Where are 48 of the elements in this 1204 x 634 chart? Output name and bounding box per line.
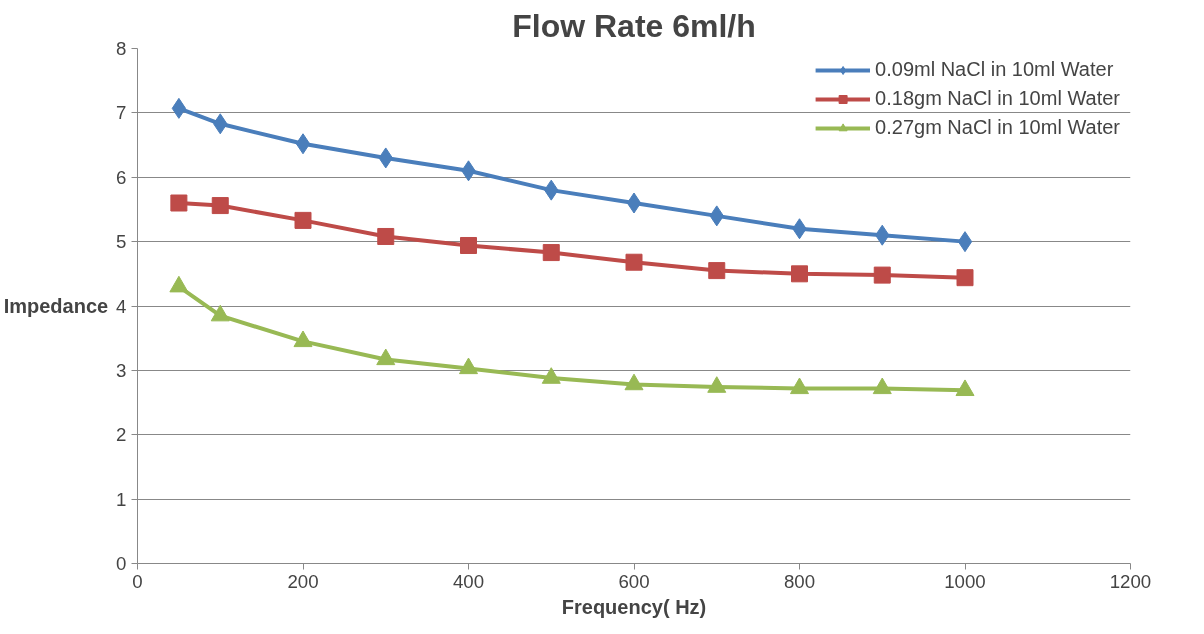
point	[625, 253, 643, 271]
y-tick-label: 7	[116, 102, 127, 124]
point	[170, 194, 188, 212]
y-tick-label: 8	[116, 38, 127, 59]
y-tick-label: 6	[116, 166, 127, 188]
y-tick-label: 5	[116, 231, 127, 253]
point	[377, 227, 395, 245]
x-tick-label: 1200	[1109, 570, 1152, 592]
x-tick-label: 400	[452, 570, 485, 592]
y-axis-title: Impedance	[3, 295, 109, 317]
point	[541, 367, 561, 384]
point	[708, 262, 726, 280]
point	[294, 211, 312, 229]
y-tick-label: 0	[116, 553, 127, 574]
point	[459, 357, 478, 375]
point	[873, 266, 891, 284]
chart-title: Flow Rate 6ml/h	[512, 7, 756, 44]
point	[955, 379, 975, 397]
point	[295, 133, 311, 155]
point	[626, 192, 642, 214]
x-tick-label: 1000	[944, 570, 986, 592]
point	[171, 97, 187, 119]
point	[211, 197, 229, 215]
y-tick-label: 3	[116, 359, 127, 381]
y-tick-label: 4	[116, 295, 127, 317]
x-tick-label: 200	[287, 570, 319, 592]
legend-label: 0.27gm NaCl in 10ml Water	[875, 116, 1120, 139]
point	[957, 231, 973, 253]
point	[293, 330, 313, 348]
point	[872, 377, 892, 395]
point	[460, 236, 477, 254]
point	[707, 376, 727, 393]
legend-label: 0.09ml NaCl in 10ml Water	[875, 58, 1114, 81]
legend-label: 0.18gm NaCl in 10ml Water	[875, 87, 1120, 110]
x-axis-title: Frequency( Hz)	[561, 595, 707, 618]
x-tick-label: 600	[618, 570, 650, 592]
point	[376, 348, 396, 366]
point	[210, 304, 230, 322]
y-tick-label: 2	[116, 424, 127, 446]
point	[624, 373, 644, 391]
point	[169, 275, 189, 293]
point	[542, 244, 560, 262]
x-tick-label: 800	[783, 570, 816, 592]
point	[791, 265, 808, 283]
point	[956, 269, 974, 287]
x-tick-label: 0	[132, 570, 143, 592]
point	[790, 377, 809, 395]
y-tick-label: 1	[116, 488, 127, 510]
